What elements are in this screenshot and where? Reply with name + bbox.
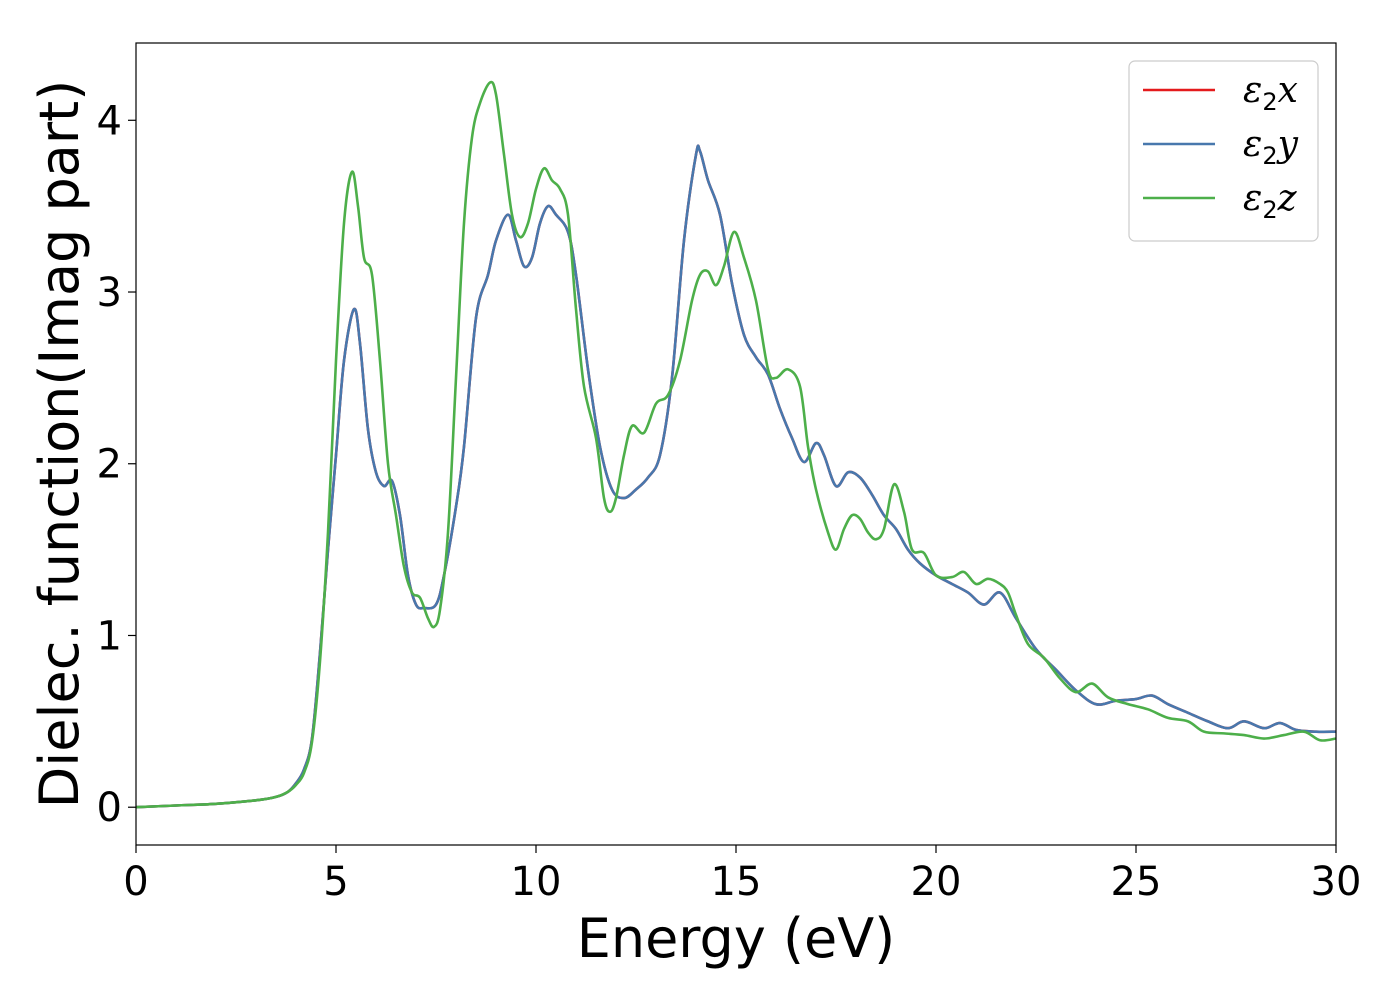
x-axis-label: Energy (eV) xyxy=(577,907,896,970)
x-axis-ticks: 0 5 10 15 20 25 30 xyxy=(123,845,1361,905)
legend-box xyxy=(1128,60,1319,242)
x-tick-label: 30 xyxy=(1311,859,1362,905)
legend-label-z: ε2z xyxy=(1243,178,1298,224)
x-tick-label: 20 xyxy=(911,859,962,905)
legend-label-x: ε2x xyxy=(1243,70,1298,116)
x-tick-label: 25 xyxy=(1111,859,1162,905)
x-tick-label: 5 xyxy=(323,859,348,905)
x-tick-label: 10 xyxy=(511,859,562,905)
y-tick-label: 2 xyxy=(97,442,122,488)
y-tick-label: 1 xyxy=(97,613,122,659)
series-line-z xyxy=(135,80,1337,809)
x-tick-label: 0 xyxy=(123,859,148,905)
series-layer xyxy=(135,80,1337,809)
y-tick-label: 4 xyxy=(97,98,122,144)
y-tick-label: 0 xyxy=(97,785,122,831)
x-tick-label: 15 xyxy=(711,859,762,905)
legend: ε2x ε2y ε2z xyxy=(1128,60,1319,242)
y-axis-ticks: 0 1 2 3 4 xyxy=(97,98,136,831)
y-tick-label: 3 xyxy=(97,270,122,316)
y-axis-label: Dielec. function(Imag part) xyxy=(28,80,91,809)
legend-label-y: ε2y xyxy=(1243,124,1299,170)
